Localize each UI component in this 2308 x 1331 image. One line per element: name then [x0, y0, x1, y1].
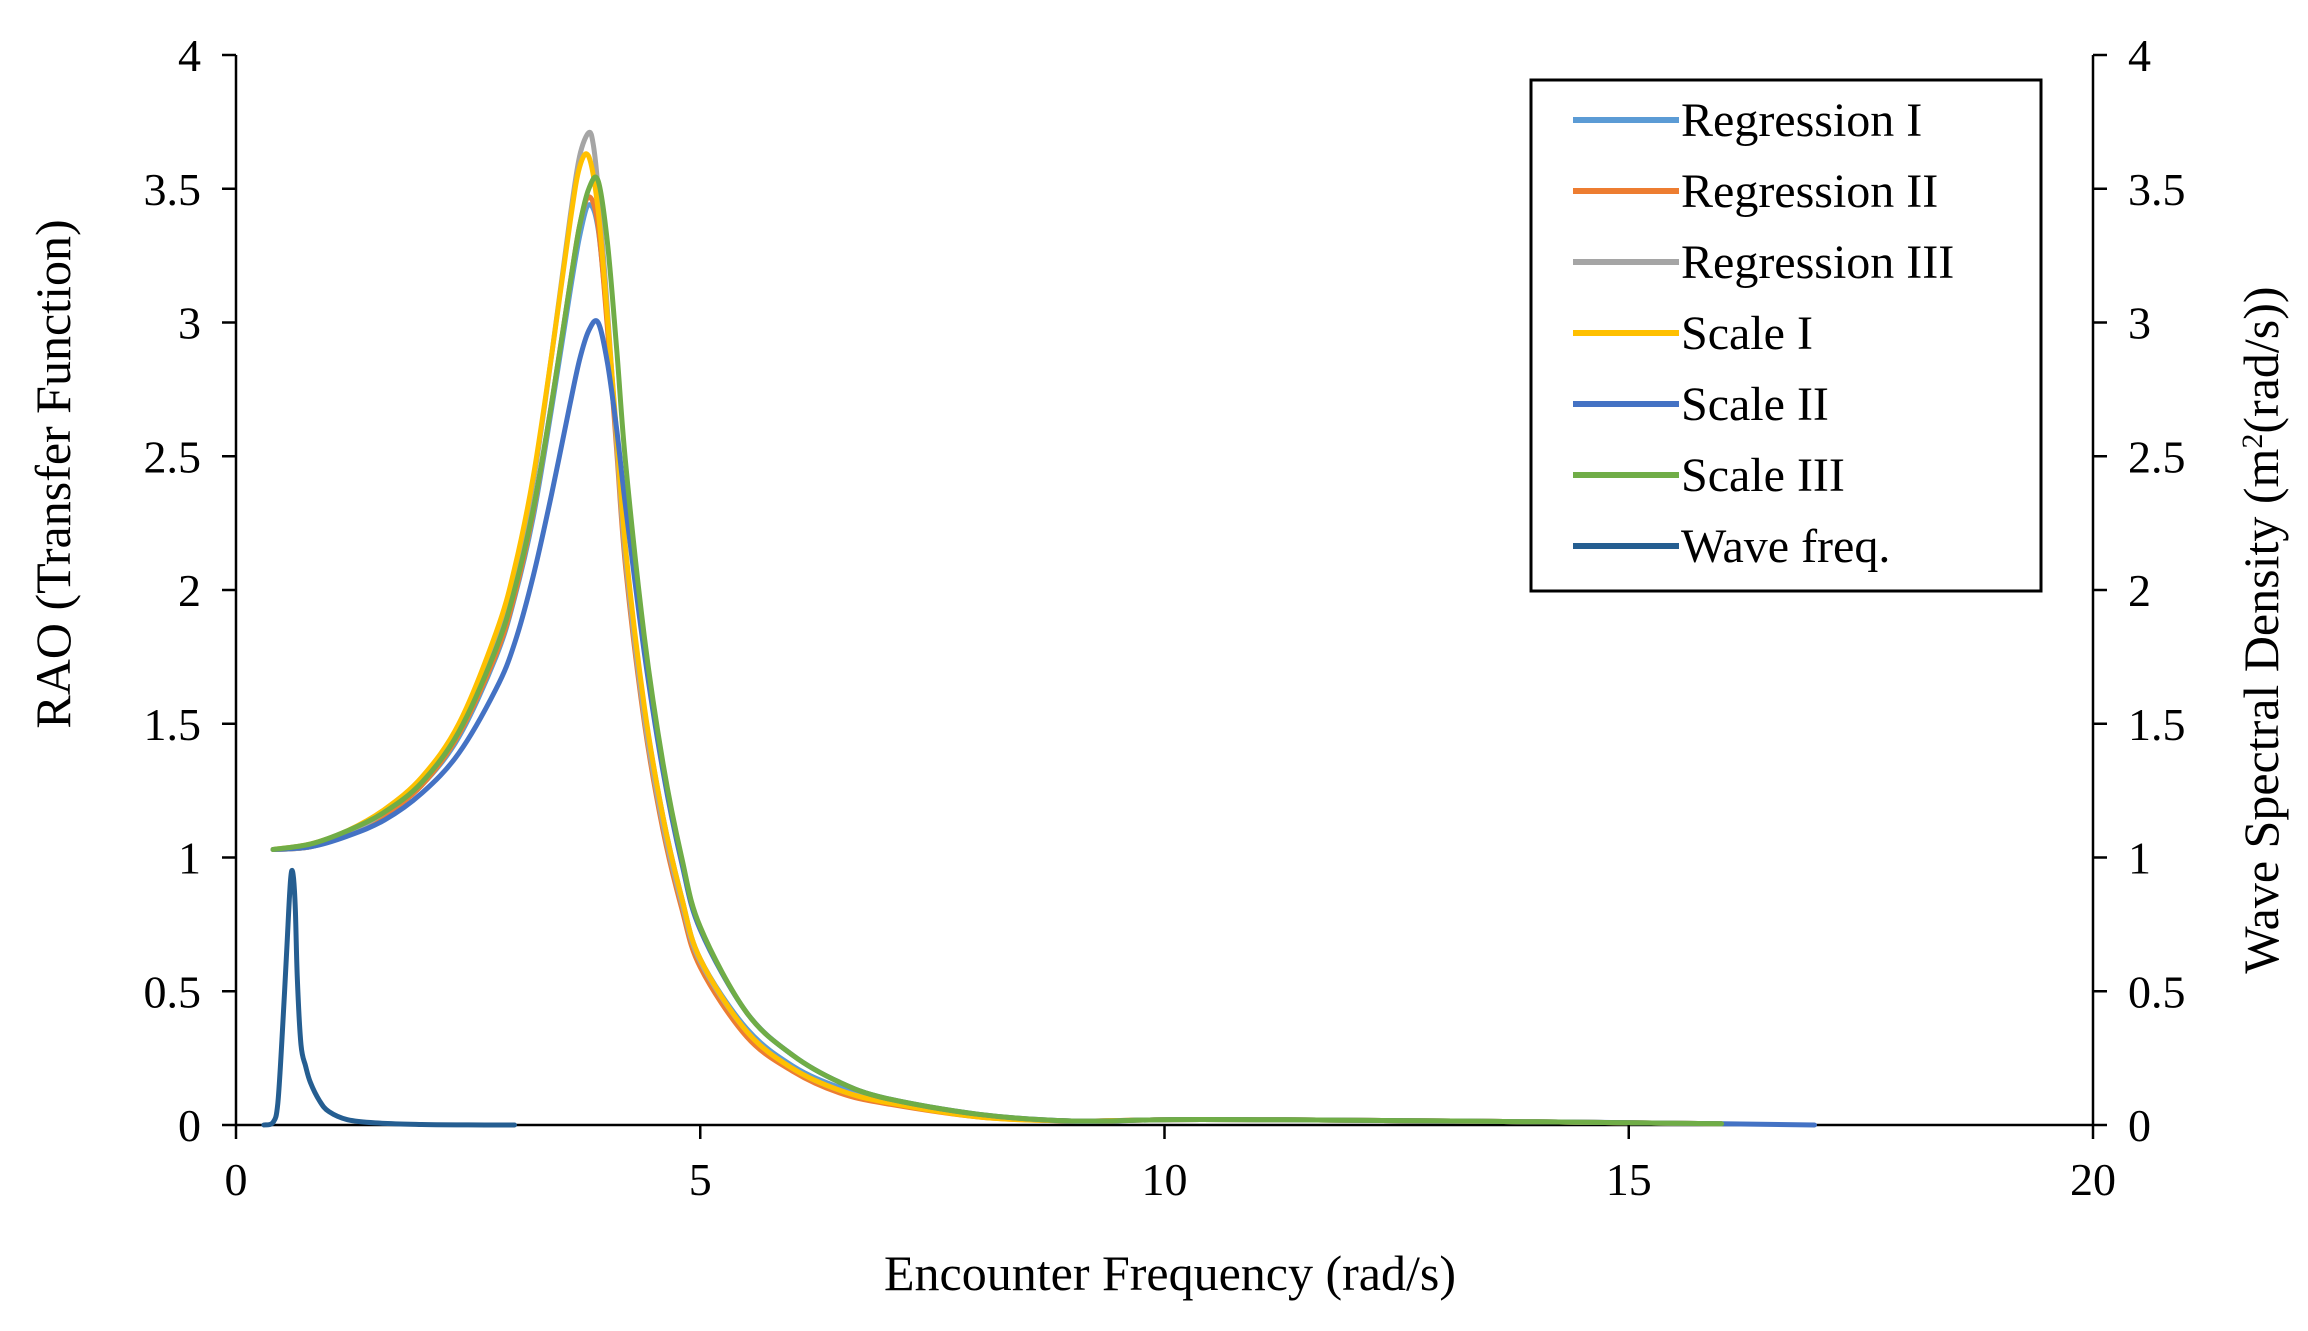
y-tick-label: 1: [178, 833, 201, 884]
series-line-regression-iii: [270, 129, 1725, 1127]
legend-label: Wave freq.: [1681, 520, 1890, 573]
y-tick-label: 0: [178, 1100, 201, 1151]
legend: Regression I Regression II Regression III S…: [1529, 78, 2043, 593]
y2-axis-title-prefix: Wave Spectral Density (m: [2233, 448, 2289, 973]
legend-label: Scale II: [1681, 378, 1829, 431]
y2-axis-title-suffix: (rad/s)): [2233, 286, 2289, 433]
x-tick-label: 20: [2070, 1154, 2116, 1205]
x-tick-label: 10: [1142, 1154, 1188, 1205]
y-tick-label: 1.5: [144, 699, 202, 750]
y-tick-label: 2.5: [144, 431, 202, 482]
series-line-wave-freq: [261, 867, 517, 1128]
y2-tick-label: 3.5: [2128, 164, 2186, 215]
legend-label: Regression II: [1681, 165, 1938, 218]
series-line-scale-i: [270, 151, 1725, 1127]
y2-tick-label: 2: [2128, 565, 2151, 616]
y2-tick-label: 0.5: [2128, 966, 2186, 1017]
y2-tick-label: 3: [2128, 298, 2151, 349]
y2-axis-title-superscript: 2: [2236, 434, 2269, 449]
series-line-scale-iii: [270, 174, 1725, 1127]
y-tick-label: 3.5: [144, 164, 202, 215]
x-tick-label: 5: [689, 1154, 712, 1205]
y-tick-label: 4: [178, 30, 201, 81]
y-axis-title: RAO (Transfer Function): [25, 219, 81, 728]
y-tick-label: 0.5: [144, 966, 202, 1017]
y2-tick-label: 4: [2128, 30, 2151, 81]
tick-layer: 0 5 10 15 2000.511.522.533.5400.511.522.533.…: [144, 30, 2186, 1205]
y2-tick-label: 2.5: [2128, 431, 2186, 482]
y-tick-label: 3: [178, 298, 201, 349]
x-axis-title: Encounter Frequency (rad/s): [884, 1245, 1456, 1301]
legend-label: Regression III: [1681, 236, 1954, 289]
series-layer: [261, 129, 1817, 1128]
legend-label: Regression I: [1681, 94, 1922, 147]
y2-tick-label: 1: [2128, 833, 2151, 884]
x-tick-label: 15: [1606, 1154, 1652, 1205]
y2-tick-label: 1.5: [2128, 699, 2186, 750]
y-tick-label: 2: [178, 565, 201, 616]
x-tick-label: 0: [225, 1154, 248, 1205]
y2-axis-title: Wave Spectral Density (m2(rad/s)): [2233, 286, 2289, 973]
legend-label: Scale III: [1681, 449, 1845, 502]
legend-label: Scale I: [1681, 307, 1813, 360]
y2-tick-label: 0: [2128, 1100, 2151, 1151]
